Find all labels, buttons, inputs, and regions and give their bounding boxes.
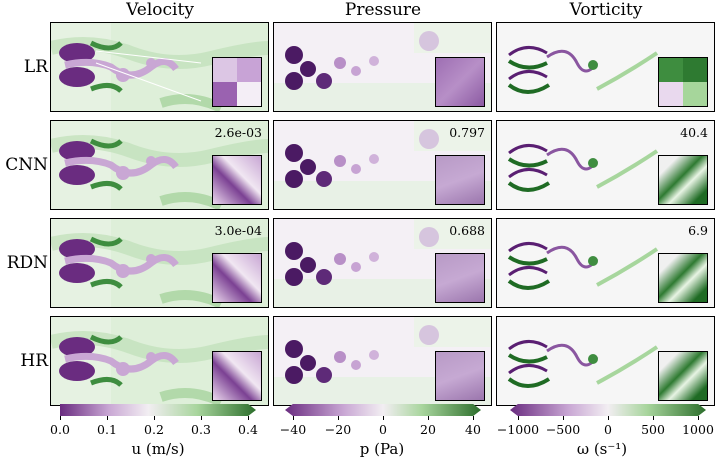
panel-hr-velocity	[50, 316, 269, 406]
row-label-lr: LR	[23, 57, 48, 77]
colorbar-gradient-pressure	[285, 404, 481, 416]
colorbar-gradient-vorticity	[510, 404, 706, 416]
zoom-inset-rdn-vorticity	[658, 253, 708, 303]
colorbar-tick-mark	[473, 416, 474, 420]
panel-rdn-velocity: 3.0e-04	[50, 218, 269, 308]
panel-rdn-pressure: 0.688	[273, 218, 492, 308]
colorbar-tick-label: 0.1	[97, 422, 117, 437]
zoom-inset-cnn-velocity	[212, 155, 262, 205]
colorbar-gradient-velocity	[60, 404, 256, 416]
colorbar-tick-label: −20	[324, 422, 352, 437]
row-label-rdn: RDN	[6, 253, 48, 273]
metric-rdn-velocity: 3.0e-04	[214, 223, 262, 238]
colorbar-tick-mark	[698, 416, 699, 420]
panel-cnn-vorticity: 40.4	[496, 120, 715, 210]
colorbar-tick-mark	[293, 416, 294, 420]
column-title-pressure: Pressure	[344, 0, 422, 20]
panel-rdn-vorticity: 6.9	[496, 218, 715, 308]
zoom-inset-cnn-pressure	[435, 155, 485, 205]
colorbar-tick-label: 0.0	[50, 422, 70, 437]
zoom-inset-lr-vorticity	[658, 57, 708, 107]
colorbar-tick-mark	[428, 416, 429, 420]
colorbar-tick-label: 0	[379, 422, 387, 437]
panel-hr-vorticity	[496, 316, 715, 406]
colorbar-tick-mark	[383, 416, 384, 420]
panel-lr-velocity	[50, 22, 269, 112]
column-title-vorticity: Vorticity	[569, 0, 643, 20]
row-label-cnn: CNN	[5, 155, 48, 175]
colorbar-tick-label: 500	[641, 422, 665, 437]
colorbar-label-vorticity: ω (s⁻¹)	[576, 440, 628, 458]
panel-lr-vorticity	[496, 22, 715, 112]
colorbar-label-pressure: p (Pa)	[359, 440, 405, 458]
column-title-velocity: Velocity	[126, 0, 194, 20]
metric-cnn-pressure: 0.797	[449, 125, 485, 140]
colorbar-tick-label: −500	[545, 422, 581, 437]
colorbar-tick-label: 0.4	[238, 422, 258, 437]
colorbar-tick-label: 0	[604, 422, 612, 437]
panel-cnn-velocity: 2.6e-03	[50, 120, 269, 210]
panel-hr-pressure	[273, 316, 492, 406]
colorbar-tick-mark	[201, 416, 202, 420]
colorbar-tick-mark	[563, 416, 564, 420]
colorbar-tick-label: 0.3	[191, 422, 211, 437]
zoom-inset-hr-vorticity	[658, 351, 708, 401]
panel-cnn-pressure: 0.797	[273, 120, 492, 210]
colorbar-tick-label: 20	[420, 422, 436, 437]
row-label-hr: HR	[20, 351, 48, 371]
panel-lr-pressure	[273, 22, 492, 112]
colorbar-label-velocity: u (m/s)	[131, 440, 185, 458]
colorbar-tick-mark	[338, 416, 339, 420]
colorbar-tick-mark	[518, 416, 519, 420]
metric-rdn-pressure: 0.688	[449, 223, 485, 238]
zoom-inset-hr-velocity	[212, 351, 262, 401]
colorbar-tick-mark	[248, 416, 249, 420]
colorbar-tick-label: −40	[279, 422, 307, 437]
colorbar-tick-mark	[653, 416, 654, 420]
colorbar-tick-label: 1000	[682, 422, 714, 437]
metric-cnn-velocity: 2.6e-03	[214, 125, 262, 140]
colorbar-tick-label: −1000	[496, 422, 540, 437]
zoom-inset-lr-velocity	[212, 57, 262, 107]
zoom-inset-cnn-vorticity	[658, 155, 708, 205]
colorbar-tick-mark	[107, 416, 108, 420]
colorbar-tick-label: 40	[465, 422, 481, 437]
colorbar-tick-mark	[60, 416, 61, 420]
colorbar-tick-mark	[154, 416, 155, 420]
zoom-inset-hr-pressure	[435, 351, 485, 401]
zoom-inset-rdn-pressure	[435, 253, 485, 303]
colorbar-tick-label: 0.2	[144, 422, 164, 437]
zoom-inset-lr-pressure	[435, 57, 485, 107]
colorbar-tick-mark	[608, 416, 609, 420]
metric-cnn-vorticity: 40.4	[680, 125, 708, 140]
metric-rdn-vorticity: 6.9	[688, 223, 708, 238]
zoom-inset-rdn-velocity	[212, 253, 262, 303]
